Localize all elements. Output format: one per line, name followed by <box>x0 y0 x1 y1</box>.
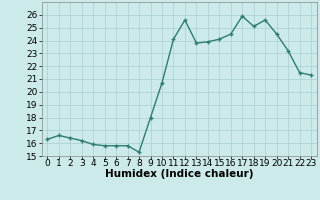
X-axis label: Humidex (Indice chaleur): Humidex (Indice chaleur) <box>105 169 253 179</box>
